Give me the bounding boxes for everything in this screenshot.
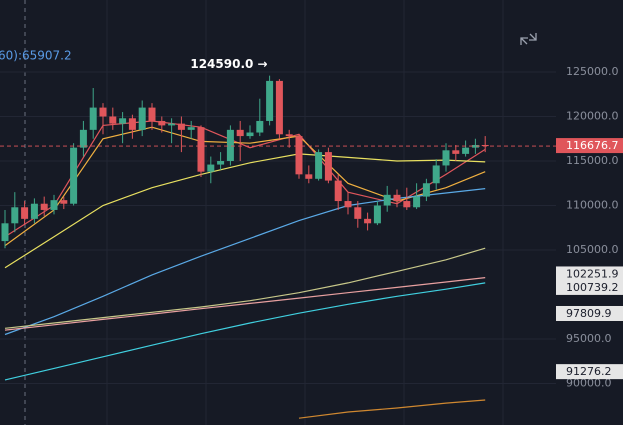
price-label: 116676.7 (566, 139, 619, 152)
candle-body (217, 161, 225, 165)
ma-lines (4, 120, 486, 419)
candle-body (1, 223, 9, 242)
ma-line (298, 399, 486, 419)
candle-body (285, 134, 293, 137)
candle-body (236, 129, 244, 137)
y-tick-label: 105000.0 (566, 243, 619, 256)
candle-body (128, 118, 136, 130)
ma-line (4, 247, 486, 329)
candle-body (50, 200, 58, 210)
candle-body (226, 129, 234, 162)
candle-body (403, 201, 411, 208)
candle-body (432, 165, 440, 184)
candle-body (452, 150, 460, 154)
y-tick-label: 125000.0 (566, 65, 619, 78)
candle-body (148, 107, 156, 121)
candle-body (158, 120, 166, 126)
candle-body (383, 194, 391, 206)
candle-body (295, 136, 303, 175)
candle-body (207, 164, 215, 172)
candle-body (462, 147, 470, 154)
price-label-box (556, 266, 623, 282)
price-label: 100739.2 (566, 281, 619, 294)
candle-body (79, 129, 87, 148)
candle-body (266, 80, 274, 121)
candle-body (471, 144, 479, 148)
y-tick-label: 115000.0 (566, 154, 619, 167)
candle-body (30, 203, 38, 219)
y-tick-label: 90000.0 (566, 376, 612, 389)
legend-text: 60):65907.2 (0, 49, 72, 63)
price-label-box (556, 279, 623, 295)
ma-line (4, 120, 486, 238)
y-tick-label: 120000.0 (566, 110, 619, 123)
price-label-box (556, 364, 623, 380)
candle-body (275, 80, 283, 135)
candle-body (197, 127, 205, 172)
candle-body (168, 123, 176, 126)
candle-body (11, 207, 19, 224)
ma-line (4, 188, 486, 336)
candle-body (315, 152, 323, 179)
candle-body (442, 150, 450, 166)
candle-body (344, 201, 352, 208)
candle-body (89, 107, 97, 130)
candle-body (373, 205, 381, 224)
y-tick-label: 95000.0 (566, 332, 612, 345)
ma-line (4, 153, 486, 269)
candle-body (256, 120, 264, 133)
y-tick-label: 110000.0 (566, 199, 619, 212)
candle-body (60, 200, 68, 204)
candle-body (99, 107, 107, 117)
candle-body (324, 152, 332, 181)
candle-body (393, 194, 401, 202)
ma-line (4, 277, 486, 331)
candle-body (187, 127, 195, 130)
price-label-box (556, 305, 623, 321)
price-label-box (556, 138, 623, 154)
candle-body (481, 144, 489, 147)
ma-line (4, 282, 486, 381)
candle-body (40, 203, 48, 210)
candle-body (354, 207, 362, 219)
annotation: 124590.0 → (190, 57, 267, 71)
candle-body (138, 107, 146, 130)
candle-body (334, 180, 342, 202)
vertical-grid (106, 0, 504, 425)
candle-body (246, 132, 254, 137)
price-label: 91276.2 (566, 365, 612, 378)
candle-body (109, 116, 117, 124)
expand-glyph (520, 33, 537, 45)
candle-body (21, 207, 29, 219)
candle-body (177, 123, 185, 130)
candles (1, 75, 489, 249)
expand-icon[interactable] (520, 33, 537, 45)
candle-body (364, 218, 372, 224)
candle-body (70, 147, 78, 204)
candle-body (413, 196, 421, 208)
price-label: 102251.9 (566, 267, 619, 280)
candle-body (422, 183, 430, 197)
candle-body (119, 118, 127, 124)
price-label: 97809.9 (566, 307, 612, 320)
candle-body (305, 174, 313, 179)
